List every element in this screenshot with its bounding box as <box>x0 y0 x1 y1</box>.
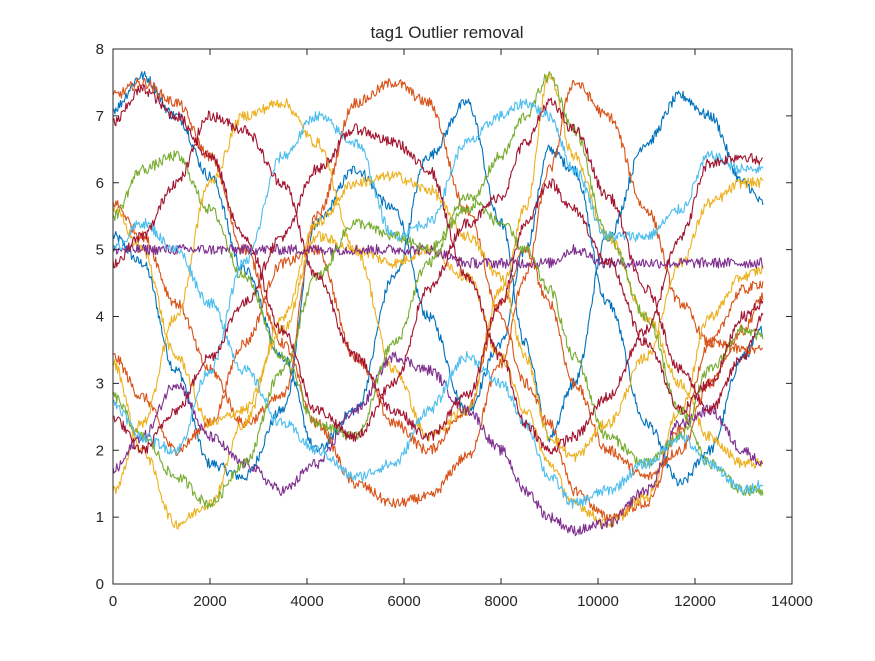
y-tick-label: 2 <box>96 442 104 459</box>
series-line-17 <box>112 110 764 441</box>
series-line-15 <box>112 84 764 442</box>
axes-layer: 0 2000 4000 6000 8000 10000 12000 14000 0 1 2 3 4 5 6 7… <box>96 41 813 610</box>
x-tick-label: 10000 <box>577 593 619 610</box>
x-tick-label: 0 <box>109 593 117 610</box>
y-tick-label: 4 <box>96 309 104 326</box>
y-tick-label: 6 <box>96 175 104 192</box>
x-tick-label: 12000 <box>674 593 716 610</box>
series-line-1 <box>112 144 763 487</box>
x-tick-label: 14000 <box>771 593 813 610</box>
y-tick-label: 0 <box>96 576 104 593</box>
series-line-7 <box>112 170 764 530</box>
series-layer <box>112 71 764 537</box>
y-tick-label: 7 <box>96 108 104 125</box>
series-line-12 <box>112 71 764 509</box>
y-tick-label: 5 <box>96 242 104 259</box>
y-tick-label: 8 <box>96 41 104 58</box>
series-line-3 <box>112 244 764 481</box>
x-tick-label: 2000 <box>193 593 226 610</box>
chart-title: tag1 Outlier removal <box>370 23 523 42</box>
y-tick-label: 3 <box>96 375 104 392</box>
x-tick-label: 8000 <box>484 593 517 610</box>
series-line-4 <box>112 77 764 509</box>
x-tick-label: 6000 <box>387 593 420 610</box>
x-tick-label: 4000 <box>290 593 323 610</box>
series-line-13 <box>112 217 764 509</box>
series-line-5 <box>112 78 764 523</box>
series-line-16 <box>112 123 764 455</box>
y-tick-label: 1 <box>96 509 104 526</box>
series-line-9 <box>112 351 764 537</box>
series-line-2 <box>112 71 764 453</box>
series-line-10 <box>112 243 764 269</box>
